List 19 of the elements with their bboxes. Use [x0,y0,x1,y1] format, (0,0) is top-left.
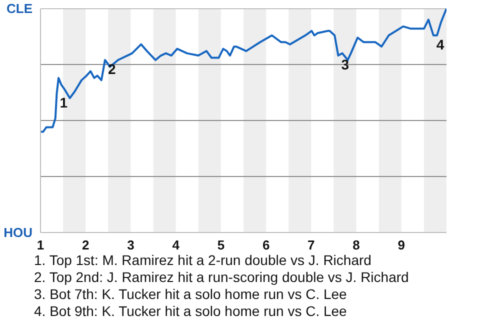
text: 3. Bot 7th: K. Tucker hit a solo home run vs C. Lee [34,286,348,303]
x-tick-label: 9 [398,238,406,252]
x-tick-label: 3 [127,238,134,252]
text: CLE [6,1,33,16]
annotation: 1 [60,94,68,111]
x-tick-label: 8 [352,238,360,252]
x-tick-label: 1 [36,238,44,252]
annotation: 4 [436,36,444,52]
annotation: 3 [341,56,350,73]
x-tick-label: 6 [262,238,270,252]
annotation: 2 [108,61,116,78]
x-tick-label: 4 [172,238,180,252]
x-tick-label: 5 [217,238,225,252]
text: 4. Bot 9th: K. Tucker hit a solo home run vs C. Lee [34,303,348,320]
text: 1. Top 1st: M. Ramirez hit a 2-run double vs J. Richard [34,252,372,269]
x-tick-label: 2 [82,238,90,252]
text: HOU [4,225,32,240]
x-tick-label: 7 [308,238,315,252]
text: 2. Top 2nd: J. Ramirez hit a run-scoring double vs J. Richard [34,269,409,286]
